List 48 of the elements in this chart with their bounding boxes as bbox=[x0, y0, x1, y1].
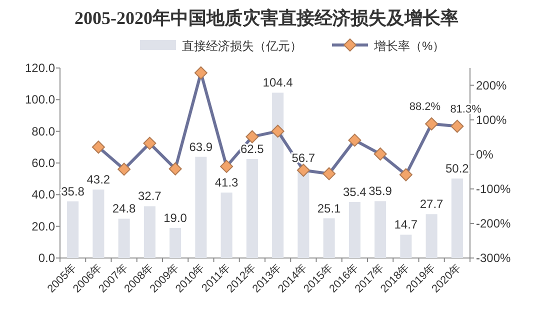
data-label: 32.7 bbox=[138, 189, 162, 204]
y2-tick-label: -100% bbox=[476, 182, 512, 196]
y2-tick-label: -200% bbox=[476, 216, 512, 230]
bar bbox=[118, 218, 130, 258]
data-label: 24.8 bbox=[112, 202, 136, 216]
bar bbox=[348, 202, 360, 258]
bar bbox=[170, 228, 182, 258]
y2-tick-label: 100% bbox=[476, 112, 508, 127]
data-label: 14.7 bbox=[394, 218, 418, 232]
y-tick-label: 20.0 bbox=[32, 219, 56, 234]
data-label: 41.3 bbox=[214, 176, 239, 190]
bar bbox=[92, 190, 104, 258]
bar bbox=[67, 201, 79, 258]
data-label: 35.9 bbox=[368, 184, 392, 198]
y-tick-label: 0.0 bbox=[38, 251, 56, 265]
bar bbox=[298, 168, 310, 258]
y2-tick-label: -300% bbox=[476, 251, 512, 265]
y-tick-label: 80.0 bbox=[32, 124, 56, 138]
data-label: 62.5 bbox=[240, 142, 264, 156]
chart-title: 2005-2020年中国地质灾害直接经济损失及增长率 bbox=[74, 8, 458, 28]
bar bbox=[272, 92, 284, 258]
y-tick-label: 40.0 bbox=[32, 188, 56, 202]
bar bbox=[220, 192, 232, 258]
bar bbox=[323, 218, 335, 258]
data-label: 35.8 bbox=[61, 184, 85, 198]
bar bbox=[374, 201, 386, 258]
data-label: 63.9 bbox=[189, 140, 213, 154]
y-tick-label: 100.0 bbox=[24, 92, 56, 107]
data-label: 50.2 bbox=[446, 162, 470, 176]
data-label: 35.4 bbox=[343, 184, 367, 199]
bar bbox=[451, 178, 463, 258]
y2-tick-label: 0% bbox=[476, 147, 494, 162]
y2-tick-label: 200% bbox=[476, 78, 508, 92]
data-label: 19.0 bbox=[164, 210, 188, 225]
data-label: 27.7 bbox=[420, 197, 444, 212]
y-tick-label: 120.0 bbox=[24, 61, 56, 75]
bar bbox=[246, 159, 258, 258]
y-tick-label: 60.0 bbox=[32, 156, 56, 170]
data-label: 104.4 bbox=[262, 76, 294, 90]
data-label: 43.2 bbox=[86, 172, 110, 187]
bar bbox=[400, 234, 412, 258]
bar bbox=[426, 214, 438, 258]
bar bbox=[144, 206, 156, 258]
data-label: 88.2% bbox=[409, 100, 441, 113]
legend-label: 直接经济损失（亿元） bbox=[182, 39, 302, 53]
data-label: 25.1 bbox=[317, 201, 342, 216]
bar bbox=[195, 156, 207, 258]
legend-label: 增长率（%） bbox=[373, 39, 445, 53]
